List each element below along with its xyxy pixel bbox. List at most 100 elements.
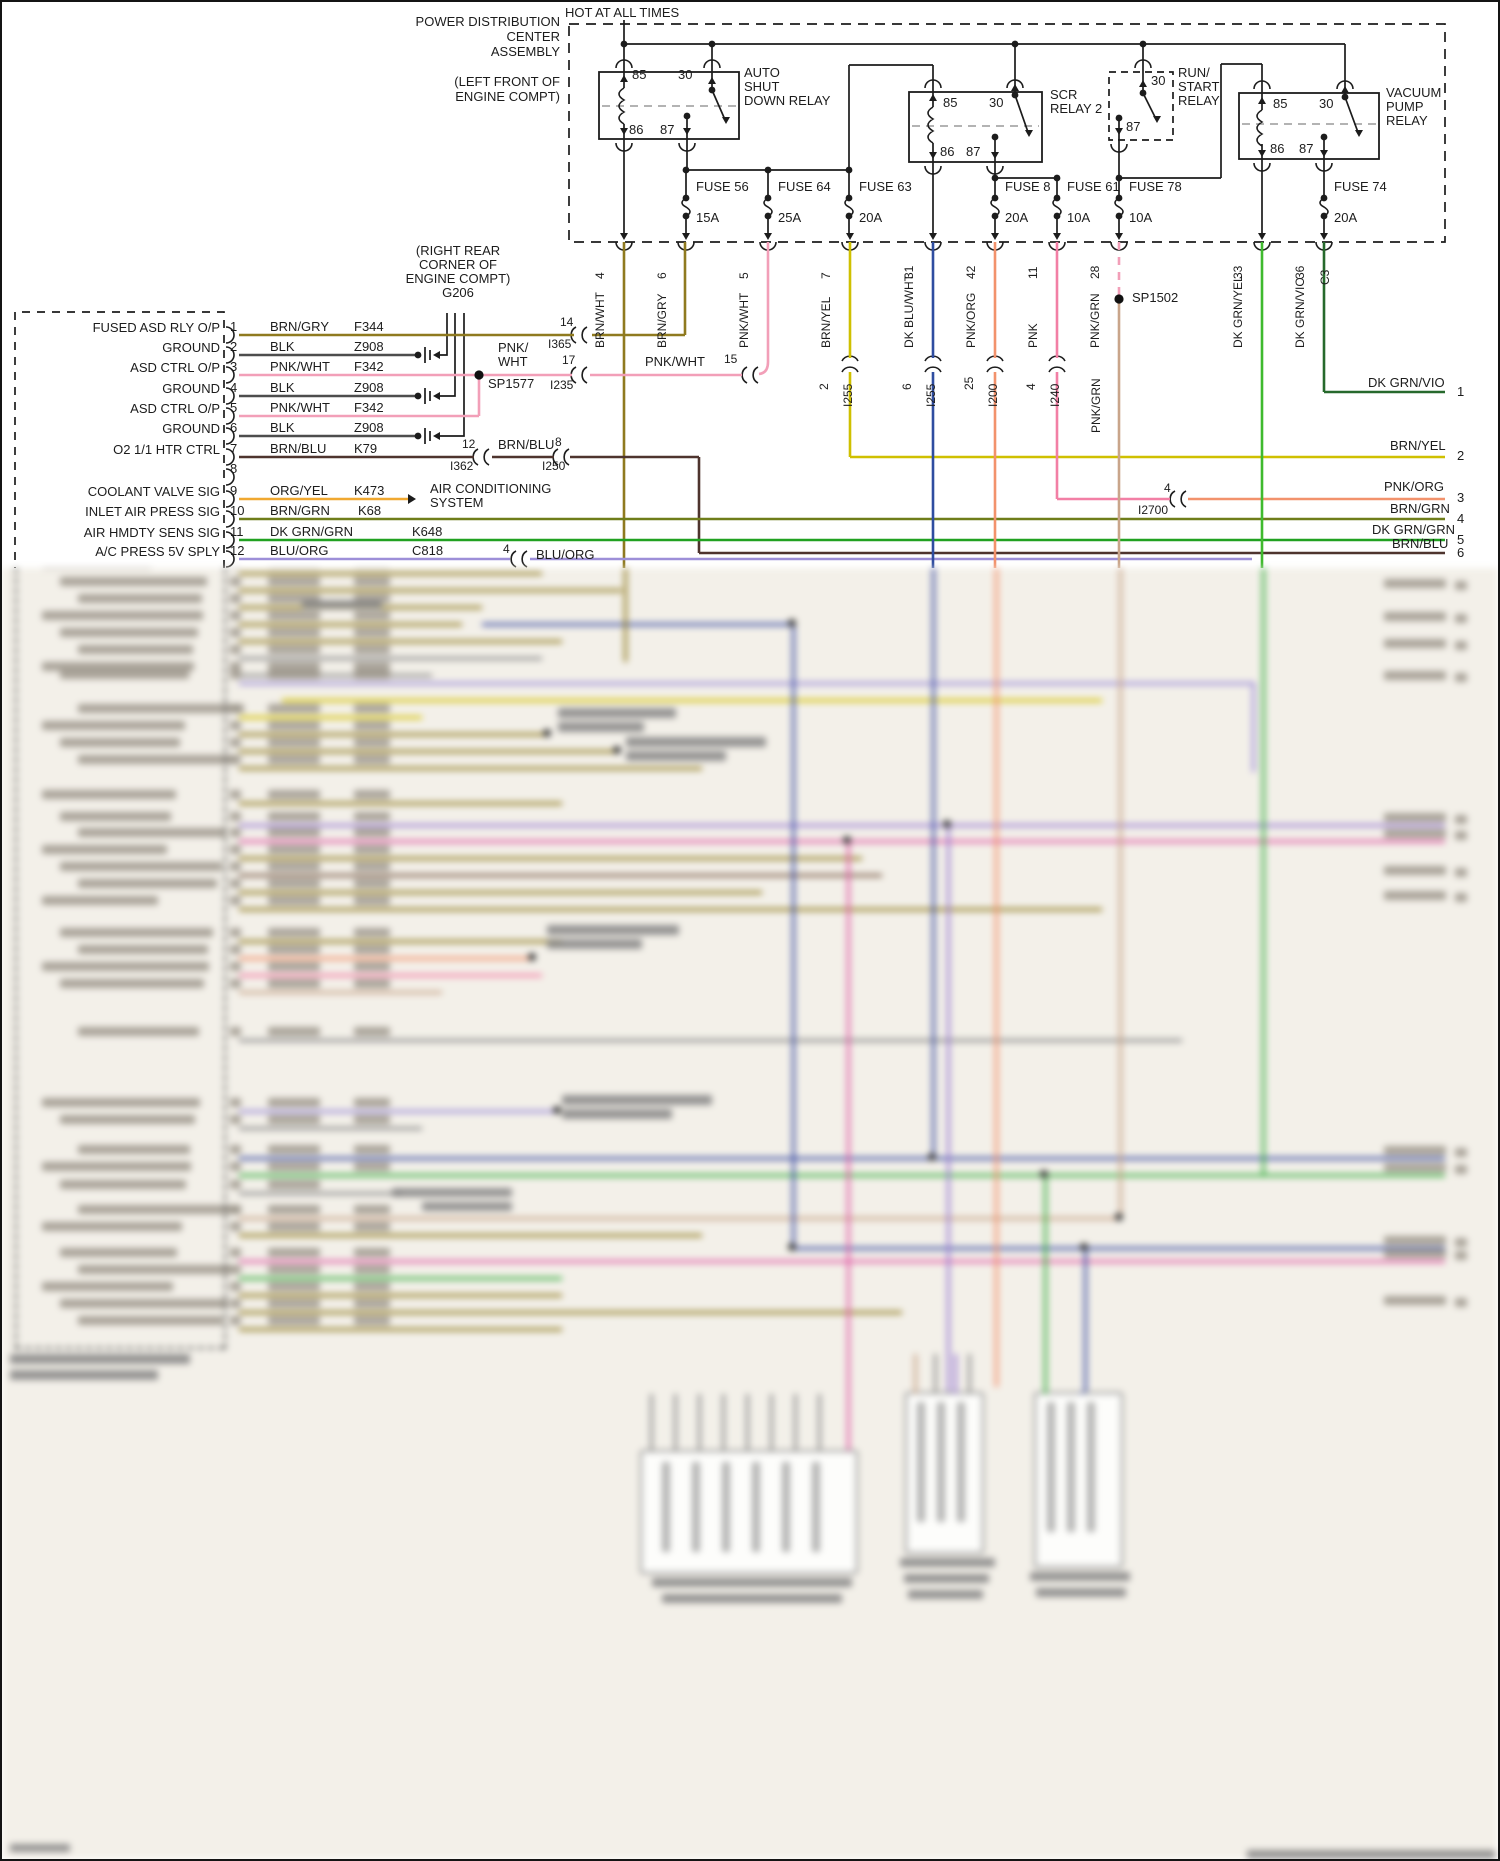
blurred-text xyxy=(60,670,189,679)
blurred-text xyxy=(230,828,241,837)
blurred-text xyxy=(230,1282,241,1291)
blurred-text xyxy=(230,662,241,671)
blurred-text xyxy=(1455,831,1467,840)
blurred-text xyxy=(722,1462,730,1552)
i365-id: I365 xyxy=(548,337,572,351)
blurred-text xyxy=(268,1115,320,1124)
blurred-text xyxy=(354,1282,390,1291)
col-break-pin: 2 xyxy=(817,383,831,390)
wire-blk-grounds xyxy=(239,353,418,438)
blurred-splice xyxy=(1040,1170,1048,1178)
blurred-text xyxy=(78,945,208,954)
fuse-name: FUSE 74 xyxy=(1334,179,1387,194)
blurred-text xyxy=(268,738,320,747)
blurred-text xyxy=(268,945,320,954)
blurred-text xyxy=(230,704,241,713)
blurred-text xyxy=(354,704,390,713)
blurred-wire xyxy=(932,568,935,1157)
blurred-text xyxy=(354,1299,390,1308)
blurred-text xyxy=(1384,579,1446,588)
fuse-name: FUSE 61 xyxy=(1067,179,1120,194)
blurred-wire xyxy=(968,1354,971,1394)
blurred-text xyxy=(1384,1236,1446,1245)
right-edge-num: 6 xyxy=(1457,545,1465,560)
blurred-wire xyxy=(1080,1392,1083,1394)
pcm-row-pin: 12 xyxy=(230,543,245,558)
blurred-text xyxy=(230,1299,241,1308)
blurred-wire xyxy=(1252,682,1255,772)
vacuum-relay-box xyxy=(1238,92,1380,160)
blurred-text xyxy=(42,896,158,905)
asd-pin-30: 30 xyxy=(678,67,693,82)
pcm-row-label: INLET AIR PRESS SIG xyxy=(85,504,220,519)
blurred-text xyxy=(1036,1588,1126,1597)
blurred-text xyxy=(230,790,241,799)
right-edge-num: 1 xyxy=(1457,384,1465,399)
i2700-pin: 4 xyxy=(1164,481,1171,495)
asd-relay-box xyxy=(598,71,740,140)
blurred-wire xyxy=(239,1217,1119,1220)
blurred-text xyxy=(392,1188,512,1197)
blurred-text xyxy=(626,737,766,747)
blurred-text xyxy=(1384,671,1446,680)
fuse-name: FUSE 8 xyxy=(1005,179,1051,194)
blurred-text xyxy=(354,611,390,620)
right-edge-wire: DK GRN/GRN xyxy=(1372,522,1456,537)
pdc-title-line: CENTER xyxy=(506,29,560,44)
blurred-wire xyxy=(239,1127,422,1130)
blurred-text xyxy=(354,1162,390,1171)
pdc-dashed-box xyxy=(568,23,1446,243)
blurred-splice xyxy=(788,619,796,627)
blurred-text xyxy=(1384,1296,1446,1305)
blurred-text xyxy=(558,708,676,718)
blurred-wire xyxy=(239,857,862,860)
pcm-row-code: Z908 xyxy=(354,339,384,354)
blurred-text xyxy=(230,670,241,679)
blurred-wire xyxy=(239,640,562,643)
asd-pin-85: 85 xyxy=(632,67,647,82)
blurred-text xyxy=(1384,829,1446,838)
fuse-name: FUSE 63 xyxy=(859,179,912,194)
relay-links xyxy=(602,105,1376,127)
blurred-text xyxy=(268,721,320,730)
blurred-text xyxy=(1455,673,1467,682)
blurred-wire xyxy=(792,623,795,1247)
blurred-text xyxy=(268,1248,320,1257)
c3-connector-label: C3 xyxy=(1318,269,1332,285)
blurred-text xyxy=(354,1205,390,1214)
blurred-text xyxy=(230,1265,241,1274)
blurred-text xyxy=(268,1316,320,1325)
pdc-pin-number: 7 xyxy=(819,272,833,279)
pdc-title-line: ASSEMBLY xyxy=(490,44,560,59)
blurred-text xyxy=(268,577,320,586)
blurred-text xyxy=(230,945,241,954)
blurred-text xyxy=(60,628,198,637)
pcm-row-pin: 6 xyxy=(230,420,238,435)
blurred-wire xyxy=(239,991,442,994)
blurred-text xyxy=(558,722,644,732)
blurred-text xyxy=(354,896,390,905)
blurred-text xyxy=(42,962,209,971)
blurred-text xyxy=(937,1402,945,1522)
blurred-text xyxy=(1455,581,1467,590)
blurred-text xyxy=(230,1162,241,1171)
pcm-row-pin: 5 xyxy=(230,400,238,415)
blurred-diagram-region xyxy=(2,568,1498,1859)
blurred-wire xyxy=(239,1234,702,1237)
ground-ref: (RIGHT REAR CORNER OF ENGINE COMPT) G206 xyxy=(397,244,519,300)
pcm-row-label: ASD CTRL O/P xyxy=(130,401,220,416)
blurred-text xyxy=(268,896,320,905)
fuse-amp: 20A xyxy=(1005,210,1029,225)
blurred-text xyxy=(354,577,390,586)
pdc-pin-wire: BRN/YEL xyxy=(819,296,833,348)
pcm-row-pin: 4 xyxy=(230,380,238,395)
blurred-wire xyxy=(674,1394,677,1452)
pcm-row-wire: BLU/ORG xyxy=(270,543,329,558)
blurred-text xyxy=(42,845,167,854)
blurred-wire xyxy=(698,1394,701,1452)
blurred-text xyxy=(1384,1146,1446,1155)
connector-box-a xyxy=(640,1450,858,1574)
blurred-text xyxy=(268,1180,320,1189)
blurred-wire xyxy=(770,1394,773,1452)
blurred-text xyxy=(354,568,390,569)
